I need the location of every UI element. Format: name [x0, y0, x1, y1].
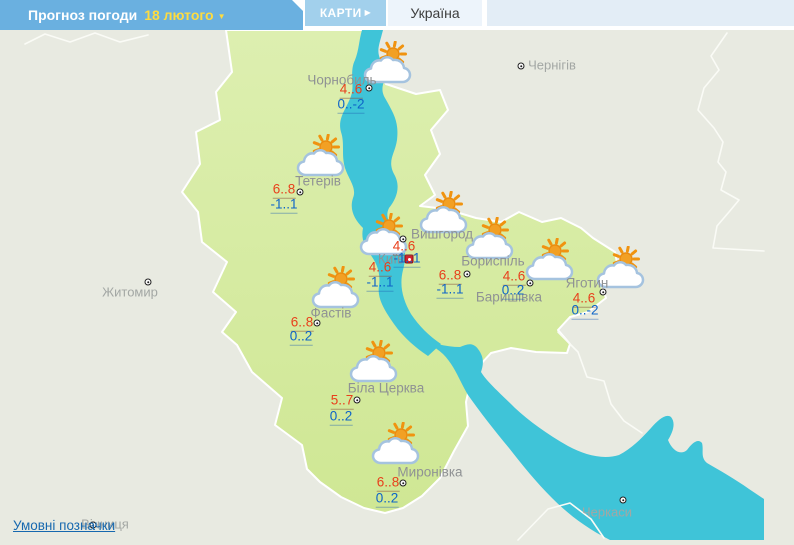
city-marker-icon — [399, 479, 407, 487]
night-temp-link[interactable]: 0..2 — [375, 490, 399, 508]
city-marker-icon — [619, 496, 627, 504]
sun-behind-cloud-icon[interactable] — [595, 246, 647, 290]
city-label[interactable]: Біла Церква — [347, 380, 425, 396]
top-bar: Прогноз погоди 18 лютого ▼ КАРТИ ▶ Украї… — [0, 0, 794, 30]
city-label[interactable]: Фастів — [310, 305, 352, 321]
city-marker-icon — [599, 288, 607, 296]
day-temp-link[interactable]: 6..8 — [290, 314, 314, 332]
page-title: Прогноз погоди — [28, 7, 138, 23]
city-marker-icon — [89, 521, 97, 529]
city-label[interactable]: Вишгород — [410, 226, 474, 242]
city-label[interactable]: Яготин — [565, 275, 609, 291]
day-temp-link[interactable]: 4..6 — [572, 290, 596, 308]
night-temp-link[interactable]: -1..1 — [436, 281, 464, 299]
day-temp-link[interactable]: 6..8 — [376, 474, 400, 492]
day-temp-link[interactable]: 4..6 — [502, 268, 526, 286]
tabs-filler — [487, 0, 794, 26]
sun-behind-cloud-icon[interactable] — [370, 422, 422, 466]
city-label: Чернігів — [528, 57, 576, 73]
city-marker-icon — [353, 396, 361, 404]
city-marker-icon — [296, 188, 304, 196]
oblast-border-lines — [24, 32, 765, 541]
city-label[interactable]: Баришівка — [475, 289, 543, 305]
chevron-down-icon: ▼ — [217, 11, 226, 21]
city-marker-icon — [399, 235, 407, 243]
city-marker-icon — [517, 62, 525, 70]
day-temp-link[interactable]: 6..8 — [272, 181, 296, 199]
night-temp-link[interactable]: 0..2 — [329, 408, 353, 426]
sun-behind-cloud-icon[interactable] — [348, 340, 400, 384]
city-marker-icon — [365, 84, 373, 92]
city-marker-icon — [463, 270, 471, 278]
night-temp-link[interactable]: 0..-2 — [571, 302, 599, 320]
header-main: Прогноз погоди 18 лютого ▼ — [0, 0, 303, 30]
night-temp-link[interactable]: -1..1 — [270, 196, 298, 214]
tab-maps-label: КАРТИ — [319, 6, 362, 20]
map-canvas — [24, 30, 765, 541]
sun-behind-cloud-icon[interactable] — [310, 266, 362, 310]
night-temp-link[interactable]: 0..2 — [289, 328, 313, 346]
date-label: 18 лютого — [144, 7, 214, 23]
city-marker-icon — [144, 278, 152, 286]
day-temp-link[interactable]: 6..8 — [438, 267, 462, 285]
sun-behind-cloud-icon[interactable] — [358, 213, 410, 257]
city-label: Житомир — [102, 284, 158, 300]
date-dropdown[interactable]: 18 лютого ▼ — [144, 7, 225, 23]
city-marker-icon — [313, 319, 321, 327]
day-temp-link[interactable]: 4..6 — [339, 81, 363, 99]
sun-behind-cloud-icon[interactable] — [464, 217, 516, 261]
night-temp-link[interactable]: 0..-2 — [337, 96, 365, 114]
day-temp-link[interactable]: 4..6 — [368, 259, 392, 277]
night-temp-link[interactable]: -1..1 — [366, 274, 394, 292]
sun-behind-cloud-icon[interactable] — [362, 41, 414, 85]
city-label[interactable]: Миронівка — [397, 464, 463, 480]
kaniv-reservoir — [416, 336, 764, 540]
city-label[interactable]: Тетерів — [295, 173, 341, 189]
city-label[interactable]: Бориспіль — [461, 253, 525, 269]
tab-ukraine-label: Україна — [410, 5, 460, 21]
sun-behind-cloud-icon[interactable] — [418, 191, 470, 235]
tab-maps[interactable]: КАРТИ ▶ — [305, 0, 386, 26]
night-temp-link[interactable]: 0..2 — [501, 282, 525, 300]
day-temp-link[interactable]: 4..6 — [392, 238, 416, 256]
city-label: Черкаси — [581, 504, 633, 520]
night-temp-link[interactable]: -1..1 — [393, 250, 421, 268]
city-label[interactable]: Чорнобиль — [307, 72, 377, 88]
day-temp-link[interactable]: 5..7 — [330, 392, 354, 410]
dnipro-river-north — [340, 30, 441, 356]
tab-ukraine[interactable]: Україна — [388, 0, 482, 26]
sun-behind-cloud-icon[interactable] — [295, 134, 347, 178]
city-marker-icon — [526, 279, 534, 287]
sun-behind-cloud-icon[interactable] — [524, 238, 576, 282]
legend-link[interactable]: Умовні позначки — [13, 518, 116, 533]
arrow-right-icon: ▶ — [364, 8, 372, 17]
